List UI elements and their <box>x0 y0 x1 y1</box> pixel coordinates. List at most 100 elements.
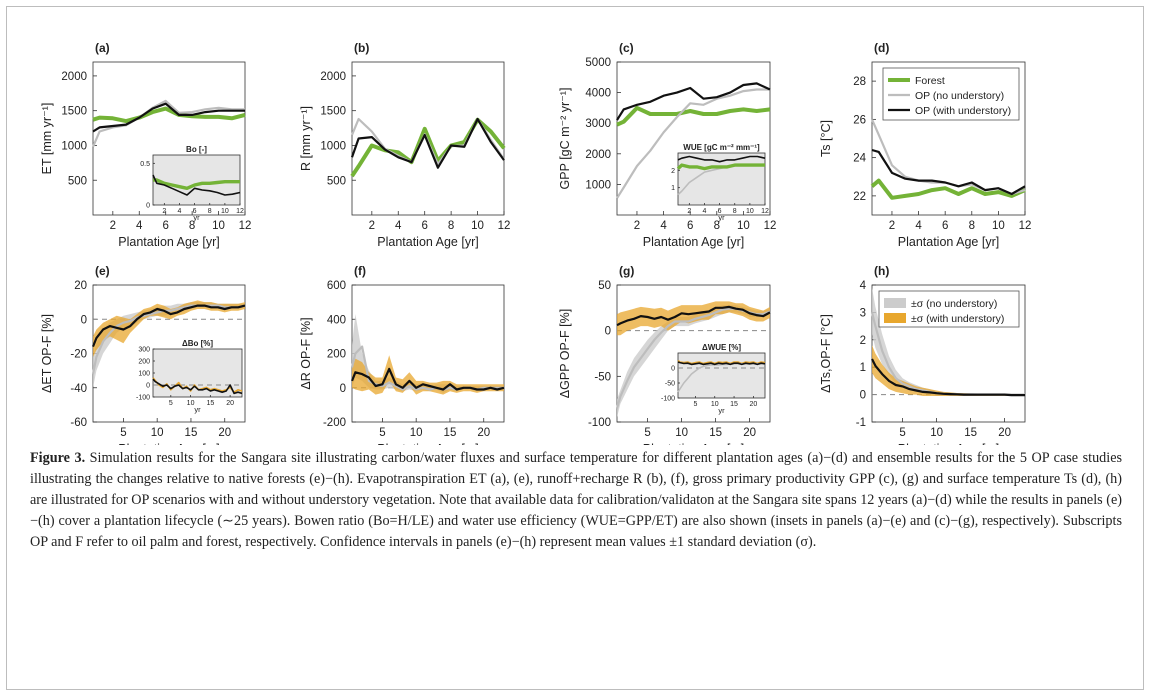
y-axis-label: ΔET OP-F [%] <box>40 314 54 393</box>
panel-label: (g) <box>619 264 634 278</box>
x-tick-label: 6 <box>162 220 168 232</box>
x-tick-label: 12 <box>1019 220 1032 232</box>
x-tick-label: 5 <box>169 400 173 407</box>
chart-panel: 2 4 6 8 10 1210002000300040005000(c)Plantatio… <box>558 41 776 249</box>
series-line <box>677 359 766 365</box>
x-tick-label: 5 <box>644 427 650 439</box>
y-tick-label: 3000 <box>585 118 611 130</box>
x-axis-label: Plantation Age [yr] <box>643 442 744 445</box>
series-line <box>152 174 241 196</box>
y-tick-label: 5000 <box>585 57 611 69</box>
y-tick-label: 24 <box>853 153 866 165</box>
x-tick-label: 20 <box>226 400 234 407</box>
y-tick-label: -40 <box>70 383 87 395</box>
y-tick-label: 0 <box>146 382 150 389</box>
x-tick-label: 8 <box>733 208 737 215</box>
series-line <box>677 155 766 163</box>
y-tick-label: 1500 <box>320 106 346 118</box>
y-tick-label: 22 <box>853 191 866 203</box>
y-tick-label: -1 <box>856 417 866 429</box>
x-tick-label: 6 <box>718 208 722 215</box>
x-tick-label: 6 <box>193 208 197 215</box>
series-line <box>92 106 246 124</box>
legend: ±σ (no understory) ±σ (with understory) <box>878 290 1020 328</box>
series-line <box>350 117 505 169</box>
x-tick-label: 20 <box>750 401 758 408</box>
x-tick-label: 8 <box>969 220 975 232</box>
y-tick-label: 0 <box>671 365 675 372</box>
series-line <box>616 88 770 199</box>
y-tick-label: 0 <box>81 314 87 326</box>
series-line <box>870 178 1026 200</box>
x-axis-label: Plantation Age [yr] <box>643 235 744 249</box>
x-tick-label: 8 <box>208 208 212 215</box>
x-tick-label: 20 <box>998 427 1011 439</box>
y-axis-label: ET [mm yr⁻¹] <box>40 103 54 175</box>
confidence-band <box>617 305 770 418</box>
x-tick-label: 2 <box>162 208 166 215</box>
x-tick-label: 10 <box>675 427 688 439</box>
x-tick-label: 8 <box>714 220 720 232</box>
series-line <box>91 99 245 148</box>
y-tick-label: 1000 <box>320 140 346 152</box>
legend: Forest OP (no understory) OP (with underst… <box>882 67 1020 121</box>
y-tick-label: 1 <box>860 362 866 374</box>
x-tick-label: 5 <box>693 401 697 408</box>
legend-swatch <box>884 298 906 308</box>
x-tick-label: 4 <box>703 208 707 215</box>
panel-label: (b) <box>354 41 369 55</box>
y-tick-label: -60 <box>70 417 87 429</box>
legend-swatch <box>884 313 906 323</box>
series-line <box>91 304 246 348</box>
panel-label: (h) <box>874 264 889 278</box>
x-tick-label: 20 <box>743 427 756 439</box>
x-tick-label: 15 <box>964 427 977 439</box>
y-tick-label: 1000 <box>585 179 611 191</box>
y-tick-label: 2000 <box>585 149 611 161</box>
y-tick-label: 2000 <box>320 71 346 83</box>
x-axis-label: Plantation Age [yr] <box>898 442 999 445</box>
y-tick-label: 28 <box>853 76 866 88</box>
y-tick-label: 2 <box>671 168 675 175</box>
y-tick-label: 1 <box>671 185 675 192</box>
x-tick-label: 10 <box>212 220 225 232</box>
confidence-band <box>352 355 504 395</box>
series-line <box>153 178 240 191</box>
y-tick-label: -50 <box>594 371 611 383</box>
y-tick-label: 1500 <box>61 106 87 118</box>
series-line <box>616 305 771 327</box>
inset-title: ΔBo [%] <box>182 339 213 348</box>
x-tick-label: 5 <box>379 427 385 439</box>
y-tick-label: -100 <box>661 395 675 402</box>
y-tick-label: 500 <box>327 175 346 187</box>
chart-panel: 2 4 6 8 10 12 500 1000 1500 2000 (b) Plantation Age… <box>299 41 510 249</box>
series-line <box>152 378 243 395</box>
panel-label: (a) <box>95 41 110 55</box>
x-tick-label: 10 <box>151 427 164 439</box>
y-tick-label: 0 <box>146 202 150 209</box>
y-axis-label: GPP [gC m⁻² yr⁻¹] <box>558 88 572 190</box>
inset-axes-box <box>677 352 766 399</box>
y-tick-label: 1000 <box>61 140 87 152</box>
legend-label: ±σ (no understory) <box>911 298 997 310</box>
x-tick-label: 4 <box>395 220 402 232</box>
panel-label: (c) <box>619 41 634 55</box>
y-tick-label: 3 <box>860 307 866 319</box>
y-tick-label: 0.5 <box>140 161 150 168</box>
y-tick-label: -100 <box>588 417 611 429</box>
x-tick-label: 10 <box>410 427 423 439</box>
inset-title: Bo [-] <box>186 145 207 154</box>
x-tick-label: 2 <box>889 220 895 232</box>
x-tick-label: 15 <box>730 401 738 408</box>
y-tick-label: 4 <box>860 280 867 292</box>
x-tick-label: 15 <box>709 427 722 439</box>
x-tick-label: 6 <box>687 220 693 232</box>
x-tick-label: 15 <box>206 400 214 407</box>
y-tick-label: 0 <box>340 383 346 395</box>
series-line <box>676 163 765 171</box>
x-tick-label: 10 <box>711 401 719 408</box>
y-tick-label: -200 <box>323 417 346 429</box>
axes-box <box>351 284 505 423</box>
